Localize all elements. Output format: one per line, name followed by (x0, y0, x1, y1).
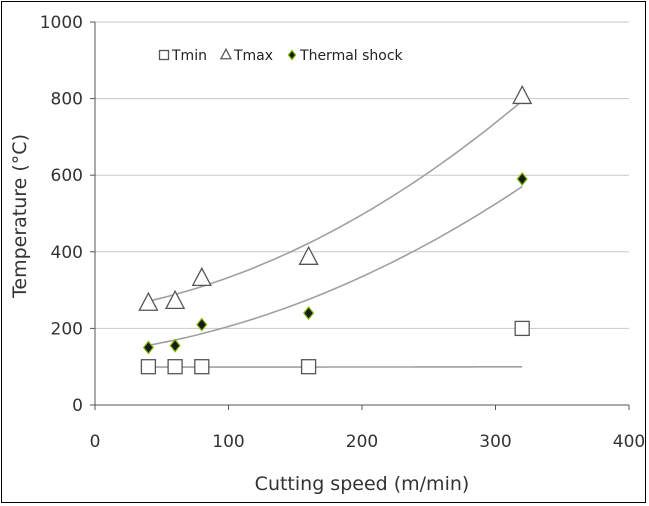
legend-marker (287, 49, 297, 61)
trendlines (148, 100, 523, 368)
data-point-tmin (140, 359, 157, 375)
data-point-tmin (194, 359, 210, 375)
legend-marker (158, 49, 170, 61)
legend-label: Tmin (171, 48, 207, 64)
legend-item-thermal-shock: Thermal shock (287, 48, 404, 64)
data-point-tmax (512, 84, 533, 105)
data-point-tmax (191, 266, 212, 287)
data-point-tmin (167, 359, 183, 375)
legend-item-tmin: Tmin (158, 48, 207, 64)
y-tick-label: 800 (51, 90, 83, 110)
data-point-thermal-shock (516, 172, 528, 186)
data-markers (138, 84, 533, 375)
data-point-thermal-shock (142, 340, 154, 355)
x-tick-label: 0 (90, 432, 101, 452)
legend-item-tmax: Tmax (219, 47, 273, 64)
gridlines (95, 21, 629, 329)
x-tick-label: 100 (212, 432, 244, 452)
y-axis-title: Temperature (°C) (9, 134, 31, 299)
y-tick-label: 400 (51, 243, 83, 263)
diamond-shape (303, 306, 315, 321)
trendline-tmax (148, 100, 523, 302)
data-point-tmax (298, 245, 319, 265)
data-point-thermal-shock (169, 338, 181, 353)
data-point-tmax (138, 291, 159, 311)
data-point-thermal-shock (303, 306, 315, 321)
trendline-thermal-shock (148, 185, 523, 347)
diamond-shape (142, 340, 154, 355)
diamond-shape (516, 172, 528, 186)
legend: Tmin Tmax Thermal shock (158, 47, 404, 64)
legend-label: Thermal shock (299, 48, 404, 64)
x-axis-title: Cutting speed (m/min) (255, 473, 470, 495)
axes (90, 21, 630, 410)
y-tick-label: 1000 (40, 13, 83, 33)
x-tick-label: 200 (346, 432, 378, 452)
diamond-shape (169, 338, 181, 353)
data-point-thermal-shock (196, 317, 208, 332)
x-tick-label: 300 (479, 432, 511, 452)
diamond-shape (196, 317, 208, 332)
data-point-tmax (165, 289, 186, 309)
diamond-shape (287, 49, 297, 61)
y-tick-label: 600 (51, 166, 83, 186)
tick-labels: 0 200 400 600 800 1000 0 100 200 300 400 (40, 13, 645, 452)
legend-marker (219, 47, 233, 60)
data-point-tmin (514, 320, 530, 337)
legend-label: Tmax (233, 48, 273, 64)
y-tick-label: 0 (72, 396, 83, 416)
x-tick-label: 400 (613, 432, 645, 452)
y-tick-label: 200 (51, 319, 83, 339)
data-point-tmin (300, 359, 317, 375)
